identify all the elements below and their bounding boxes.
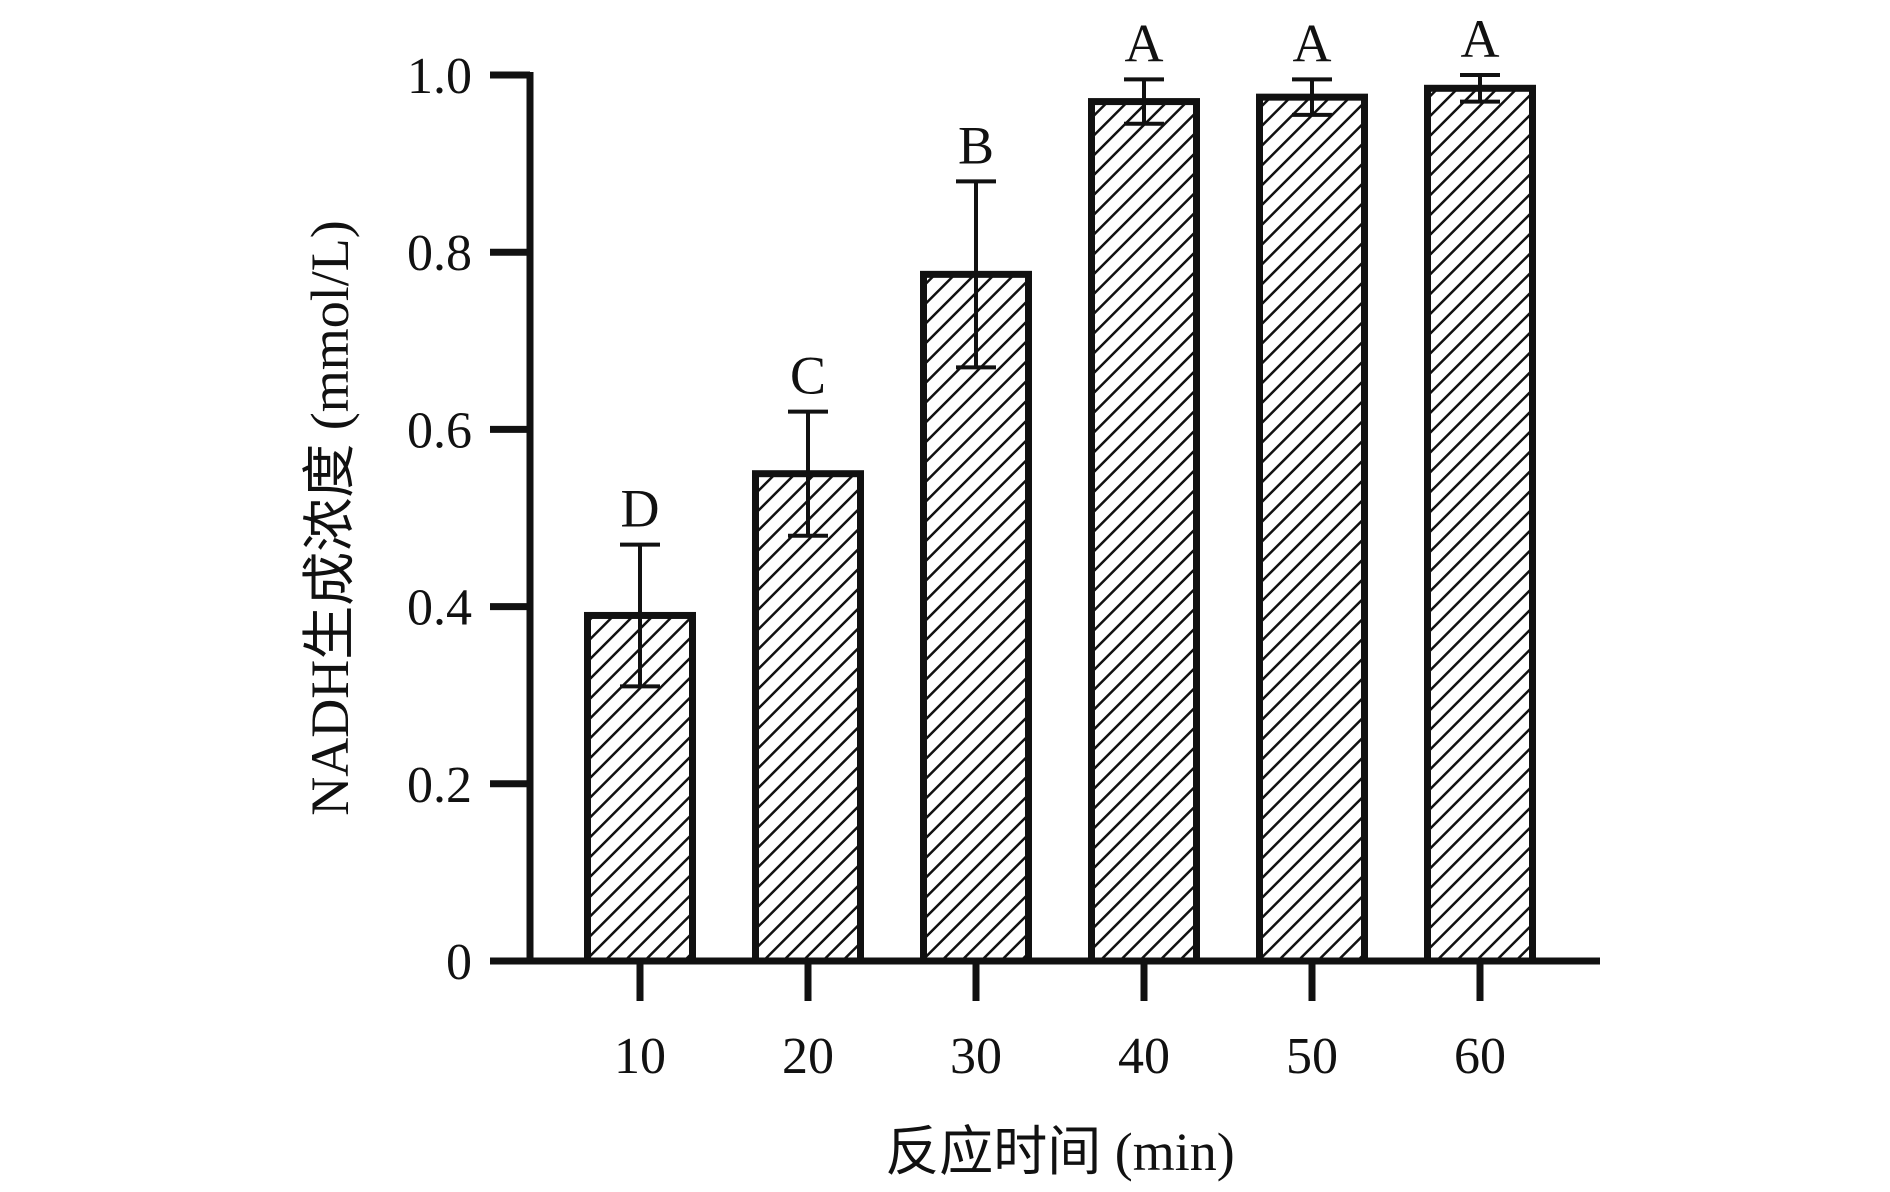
x-tick-label: 50 — [1286, 1028, 1338, 1085]
bar-30 — [920, 270, 1032, 965]
error-bars — [620, 73, 1500, 689]
bar-60 — [1424, 84, 1536, 965]
significance-label: D — [621, 479, 660, 539]
y-tick-label: 0.6 — [407, 402, 472, 459]
bars — [584, 84, 1536, 965]
significance-label: A — [1461, 9, 1500, 69]
x-tick-label: 40 — [1118, 1028, 1170, 1085]
x-tick-label: 10 — [614, 1028, 666, 1085]
x-tick-label: 30 — [950, 1028, 1002, 1085]
x-tick-label: 20 — [782, 1028, 834, 1085]
significance-label: B — [958, 115, 994, 175]
bar-20 — [752, 470, 864, 965]
y-tick-label: 0.4 — [407, 580, 472, 637]
y-tick-label: 1.0 — [407, 48, 472, 105]
x-tick-label: 60 — [1454, 1028, 1506, 1085]
y-axis-label: NADH生成浓度 (mmol/L) — [300, 220, 360, 815]
bar-40 — [1088, 98, 1200, 965]
axes: 0 0.2 0.4 0.6 0.8 1.0 10 20 30 40 50 60 — [407, 48, 1600, 1085]
significance-label: A — [1293, 13, 1332, 73]
y-tick-label: 0 — [446, 934, 472, 991]
significance-label: C — [790, 346, 826, 406]
significance-label: A — [1125, 13, 1164, 73]
x-axis-label: 反应时间 (min) — [885, 1122, 1234, 1182]
bar-50 — [1256, 93, 1368, 965]
y-tick-label: 0.2 — [407, 757, 472, 814]
significance-labels: D C B A A A — [621, 9, 1500, 539]
y-tick-label: 0.8 — [407, 225, 472, 282]
